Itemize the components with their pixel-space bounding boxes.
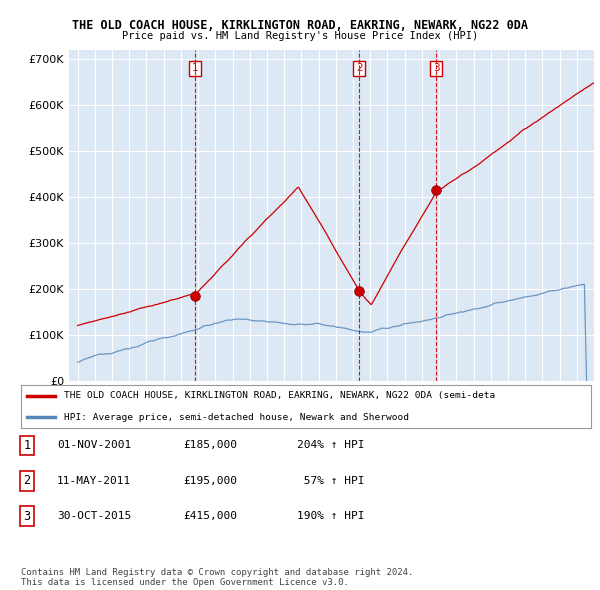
- Text: 2: 2: [356, 63, 362, 73]
- Text: 11-MAY-2011: 11-MAY-2011: [57, 476, 131, 486]
- Text: 204% ↑ HPI: 204% ↑ HPI: [297, 441, 365, 450]
- Text: 3: 3: [433, 63, 440, 73]
- Text: 57% ↑ HPI: 57% ↑ HPI: [297, 476, 365, 486]
- Text: HPI: Average price, semi-detached house, Newark and Sherwood: HPI: Average price, semi-detached house,…: [64, 412, 409, 422]
- Text: £415,000: £415,000: [183, 512, 237, 521]
- Text: 1: 1: [192, 63, 199, 73]
- Text: 1: 1: [23, 439, 31, 452]
- Text: 2: 2: [23, 474, 31, 487]
- Text: 01-NOV-2001: 01-NOV-2001: [57, 441, 131, 450]
- Text: 3: 3: [23, 510, 31, 523]
- Text: Contains HM Land Registry data © Crown copyright and database right 2024.
This d: Contains HM Land Registry data © Crown c…: [21, 568, 413, 587]
- Text: THE OLD COACH HOUSE, KIRKLINGTON ROAD, EAKRING, NEWARK, NG22 0DA (semi-deta: THE OLD COACH HOUSE, KIRKLINGTON ROAD, E…: [64, 391, 495, 401]
- Text: 30-OCT-2015: 30-OCT-2015: [57, 512, 131, 521]
- Text: THE OLD COACH HOUSE, KIRKLINGTON ROAD, EAKRING, NEWARK, NG22 0DA: THE OLD COACH HOUSE, KIRKLINGTON ROAD, E…: [72, 19, 528, 32]
- Text: 190% ↑ HPI: 190% ↑ HPI: [297, 512, 365, 521]
- Text: £185,000: £185,000: [183, 441, 237, 450]
- Text: Price paid vs. HM Land Registry's House Price Index (HPI): Price paid vs. HM Land Registry's House …: [122, 31, 478, 41]
- Text: £195,000: £195,000: [183, 476, 237, 486]
